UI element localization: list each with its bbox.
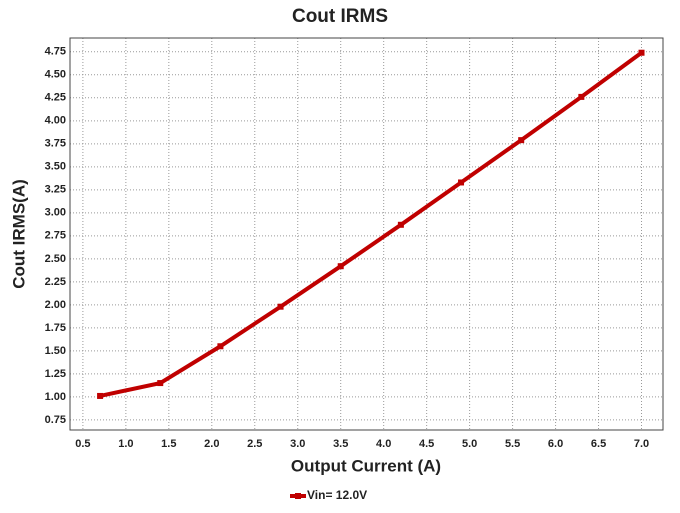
y-tick-label: 0.75 [45,414,66,426]
point-marker [337,263,344,270]
x-tick-label: 6.0 [548,438,563,450]
y-tick-label: 3.00 [45,207,66,219]
point-marker [458,179,465,186]
x-tick-label: 4.0 [376,438,391,450]
point-marker [638,49,645,56]
y-tick-label: 1.50 [45,345,66,357]
x-tick-label: 5.5 [505,438,520,450]
x-tick-label: 5.0 [462,438,477,450]
x-tick-label: 2.0 [204,438,219,450]
y-tick-label: 2.50 [45,253,66,265]
x-tick-label: 6.5 [591,438,606,450]
y-tick-label: 1.75 [45,322,66,334]
y-tick-label: 4.25 [45,92,66,104]
point-marker [518,137,525,144]
x-tick-label: 2.5 [247,438,262,450]
y-tick-label: 2.25 [45,276,66,288]
y-axis-label: Cout IRMS(A) [9,179,28,289]
x-tick-label: 1.0 [118,438,133,450]
x-axis-label: Output Current (A) [291,456,441,475]
y-tick-label: 4.75 [45,46,66,58]
point-marker [397,221,404,228]
plot-frame [69,37,664,431]
x-tick-label: 1.5 [161,438,176,450]
y-tick-label: 1.25 [45,368,66,380]
x-tick-label: 7.0 [634,438,649,450]
point-marker [578,93,585,100]
y-tick-label: 2.00 [45,299,66,311]
y-tick-label: 3.75 [45,138,66,150]
y-tick-label: 2.75 [45,230,66,242]
point-marker [97,392,104,399]
y-tick-label: 4.50 [45,69,66,81]
legend-marker [295,493,301,499]
x-tick-label: 3.5 [333,438,348,450]
x-tick-label: 0.5 [75,438,90,450]
x-tick-label: 4.5 [419,438,434,450]
point-marker [277,303,284,310]
x-tick-label: 3.0 [290,438,305,450]
point-marker [217,343,224,350]
series-line [99,51,643,398]
legend-label: Vin= 12.0V [307,488,367,502]
y-tick-label: 4.00 [45,115,66,127]
y-tick-label: 1.00 [45,391,66,403]
chart-title: Cout IRMS [292,6,388,27]
point-marker [157,380,164,387]
y-tick-label: 3.25 [45,184,66,196]
y-tick-label: 3.50 [45,161,66,173]
